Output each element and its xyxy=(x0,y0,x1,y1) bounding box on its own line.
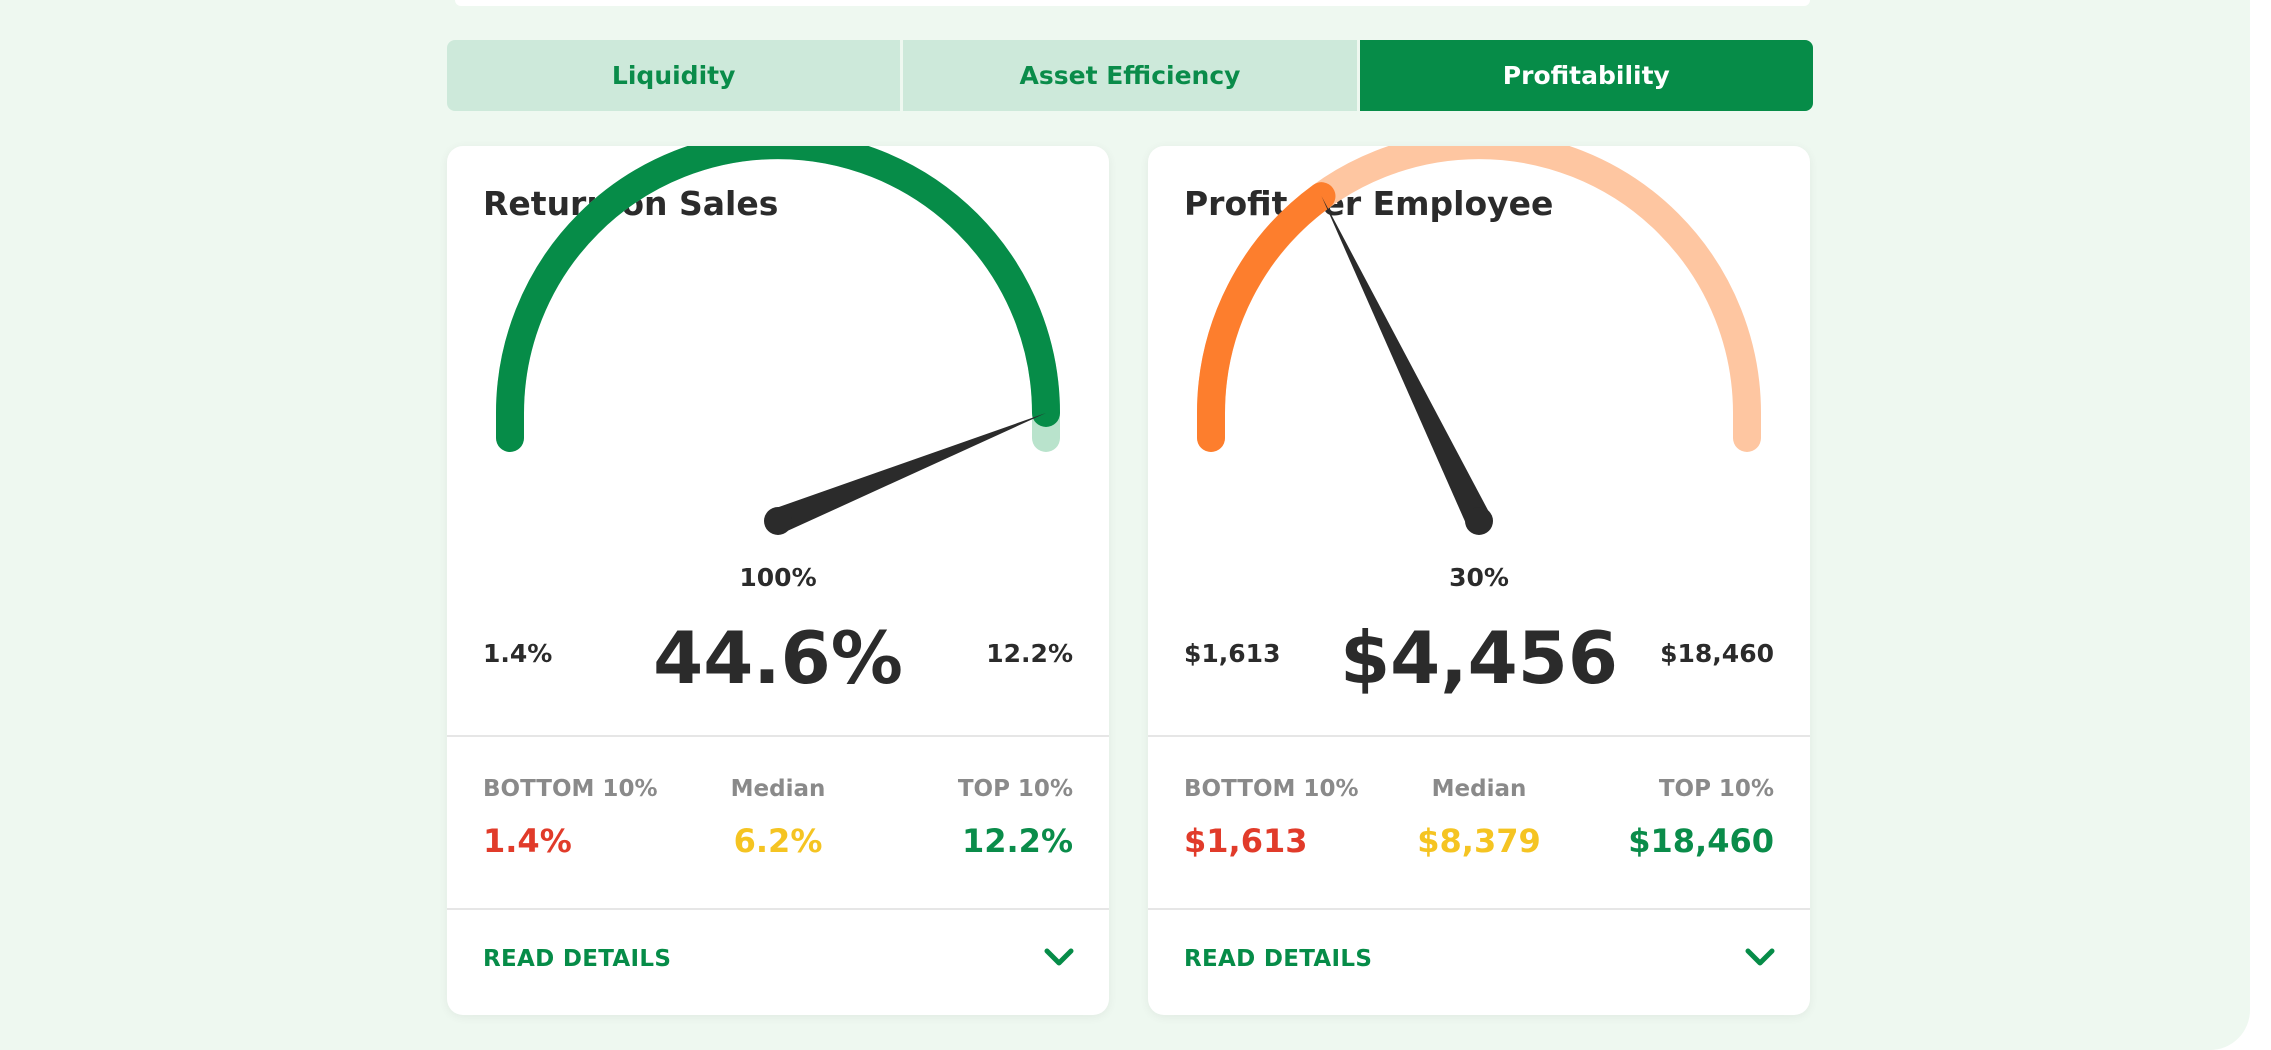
return-on-sales-card: Return on Sales 100% 1.4% 44.6% 12.2% BO… xyxy=(447,146,1109,1015)
median-value: $8,379 xyxy=(1417,822,1541,860)
divider xyxy=(447,735,1109,737)
range-min-label: $1,613 xyxy=(1184,639,1281,668)
tab-profitability[interactable]: Profitability xyxy=(1356,40,1813,111)
read-details-link[interactable]: READ DETAILS xyxy=(1184,946,1373,972)
gauge xyxy=(1197,146,1761,535)
divider xyxy=(1148,735,1810,737)
bottom-10-value: $1,613 xyxy=(1184,822,1308,860)
gauge-fill xyxy=(496,146,1060,452)
gauge-track xyxy=(1197,146,1761,452)
top-10-label: TOP 10% xyxy=(957,776,1073,802)
gauge-needle xyxy=(773,413,1046,534)
gauge-fill xyxy=(1197,182,1336,452)
median-value: 6.2% xyxy=(733,822,823,860)
gauge-percent-label: 100% xyxy=(739,563,817,592)
profit-per-employee-card: Profit per Employee 30% $1,613 $4,456 $1… xyxy=(1148,146,1810,1015)
bottom-10-label: BOTTOM 10% xyxy=(483,776,658,802)
card-title: Profit per Employee xyxy=(1184,184,1554,223)
divider xyxy=(1148,908,1810,910)
metric-value: $4,456 xyxy=(1340,616,1618,700)
tab-asset-efficiency[interactable]: Asset Efficiency xyxy=(900,40,1357,111)
chevron-down-icon[interactable] xyxy=(1742,942,1778,972)
range-max-label: $18,460 xyxy=(1660,639,1774,668)
metric-value: 44.6% xyxy=(653,616,903,700)
gauge xyxy=(496,146,1060,535)
read-details-link[interactable]: READ DETAILS xyxy=(483,946,672,972)
top-10-label: TOP 10% xyxy=(1658,776,1774,802)
tab-liquidity[interactable]: Liquidity xyxy=(447,40,901,111)
category-tabs: Liquidity Asset Efficiency Profitability xyxy=(447,40,1813,111)
divider xyxy=(447,908,1109,910)
bottom-10-value: 1.4% xyxy=(483,822,572,860)
bottom-10-label: BOTTOM 10% xyxy=(1184,776,1359,802)
top-10-value: 12.2% xyxy=(961,822,1073,860)
range-min-label: 1.4% xyxy=(483,639,553,668)
gauge-needle xyxy=(1321,196,1491,527)
gauge-percent-label: 30% xyxy=(1449,563,1509,592)
median-label: Median xyxy=(1431,776,1527,802)
gauge-needle-hub xyxy=(764,507,792,535)
gauge-track xyxy=(496,146,1060,452)
chevron-down-icon[interactable] xyxy=(1041,942,1077,972)
gauge-needle-hub xyxy=(1465,507,1493,535)
range-max-label: 12.2% xyxy=(986,639,1073,668)
median-label: Median xyxy=(730,776,826,802)
top-10-value: $18,460 xyxy=(1628,822,1774,860)
top-strip xyxy=(455,0,1810,6)
